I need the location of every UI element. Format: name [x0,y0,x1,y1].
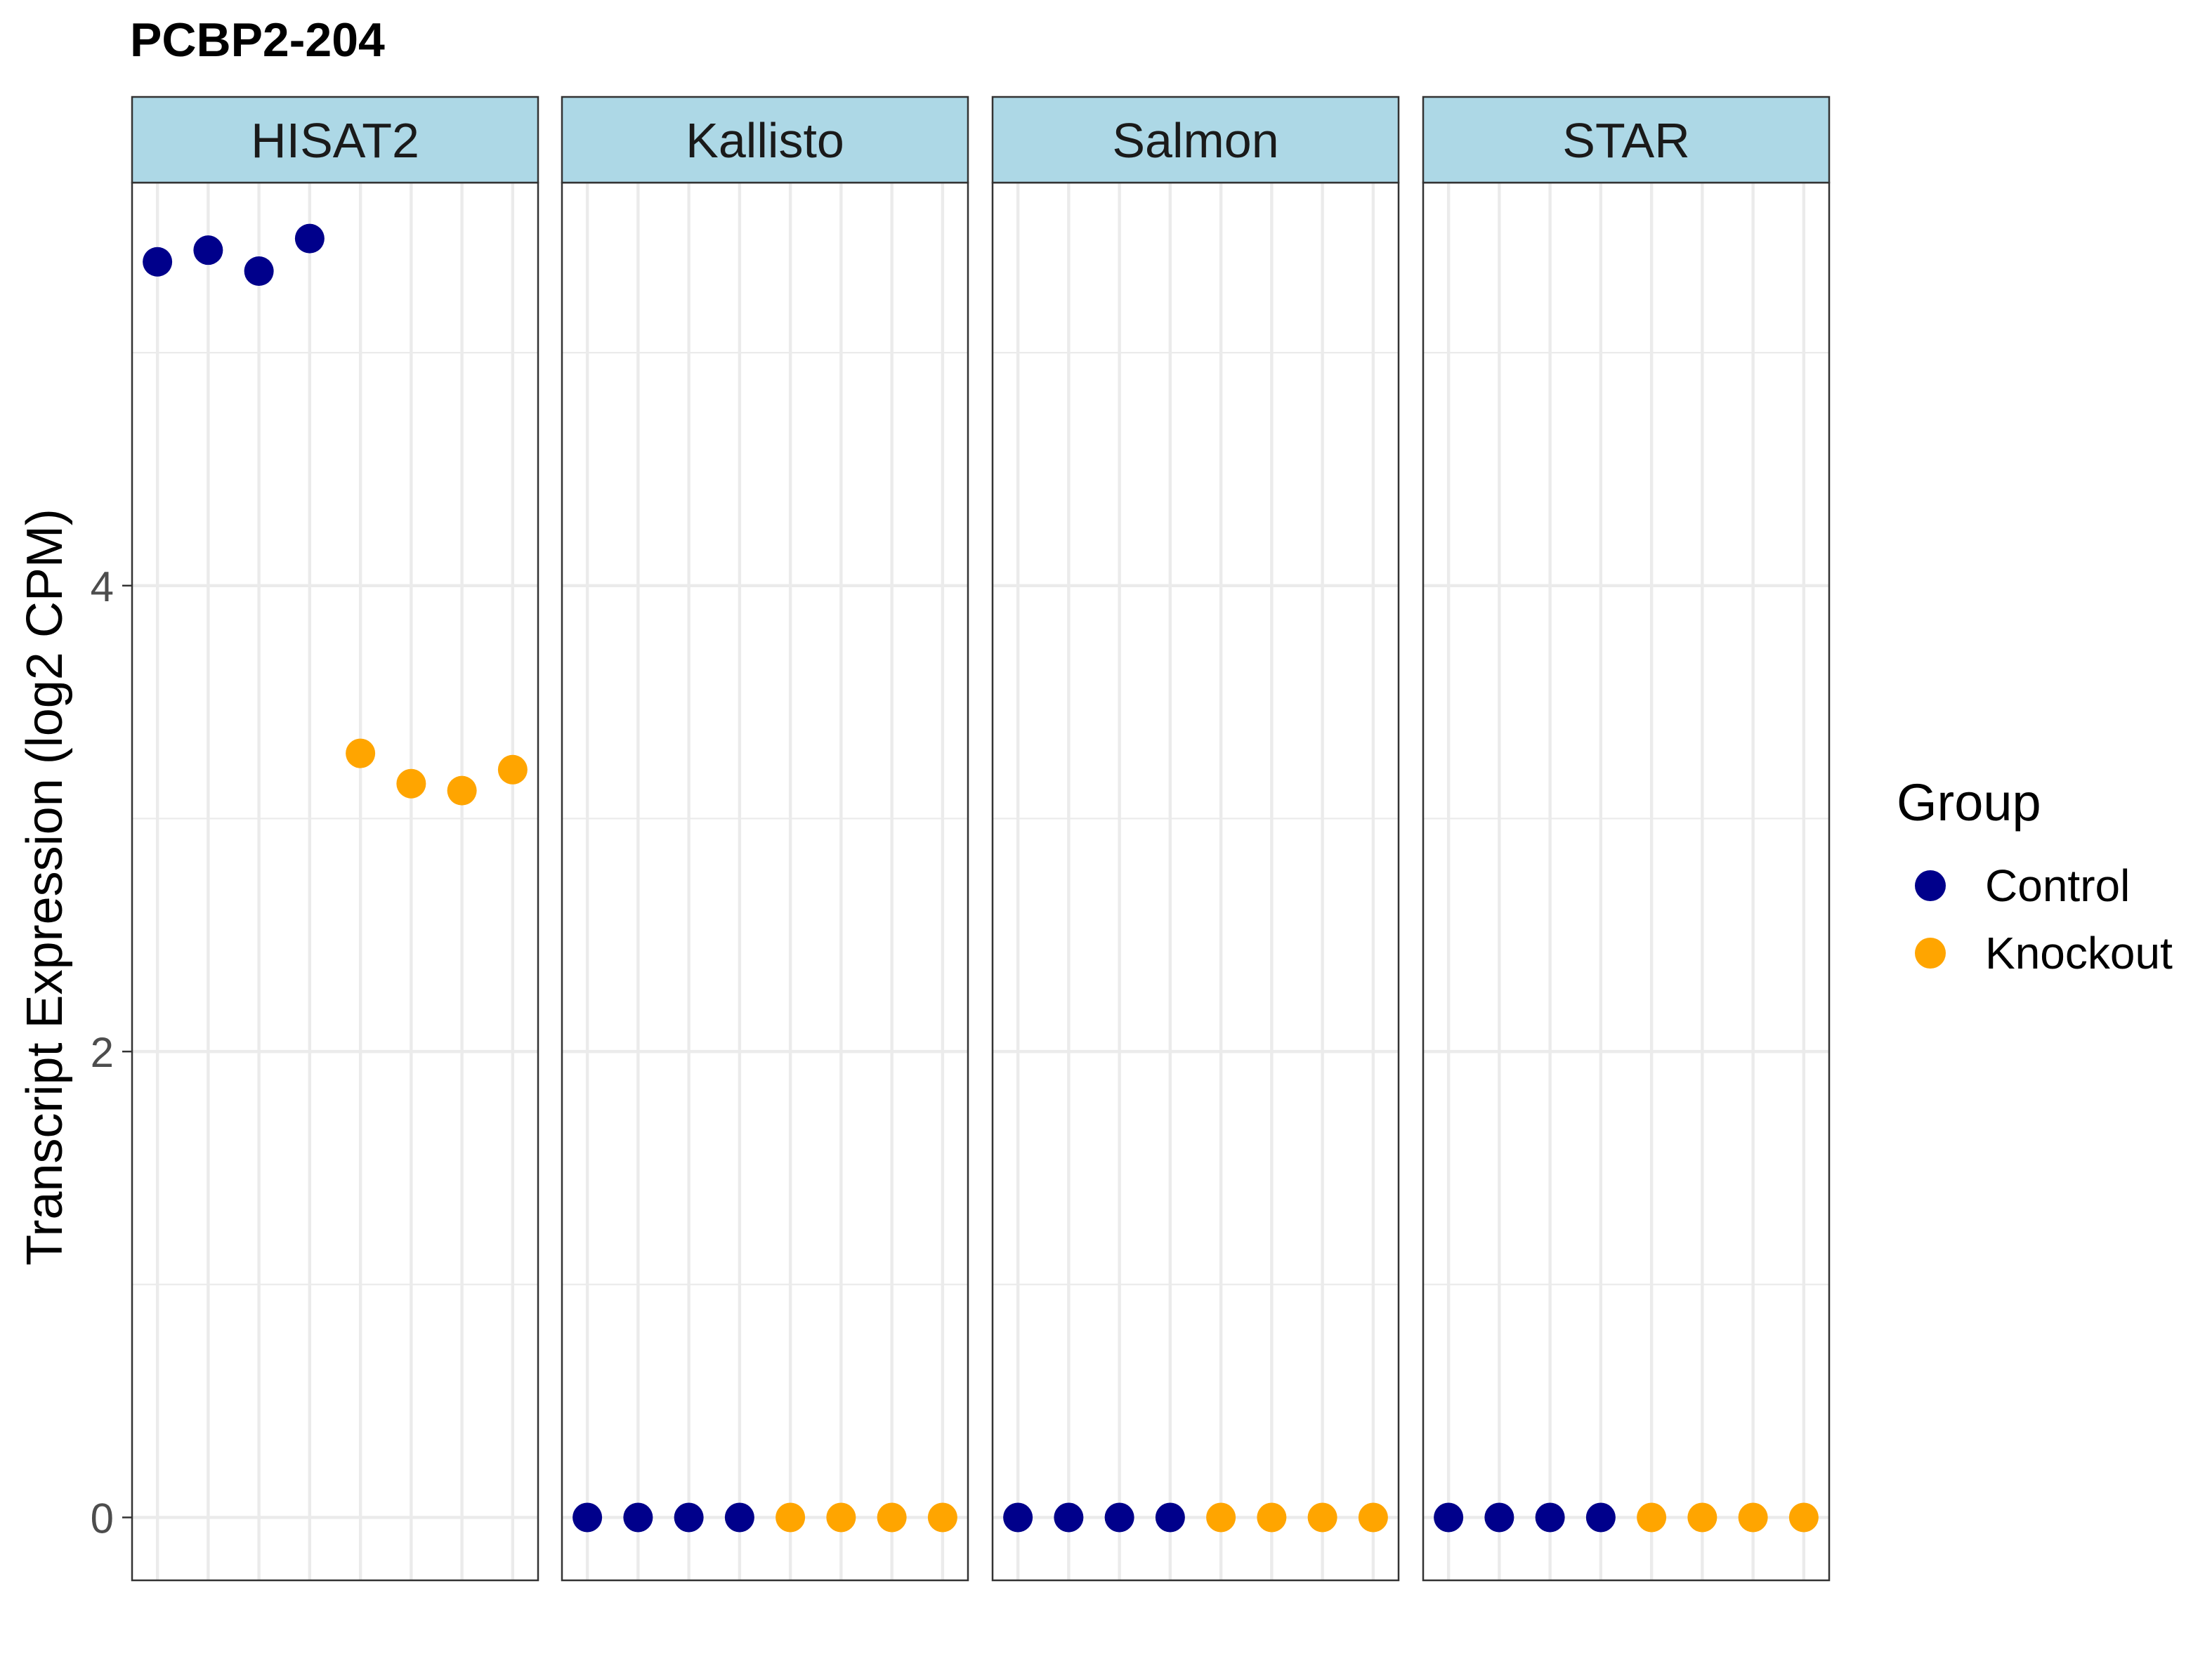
strip-kallisto [561,96,969,184]
point-knockout [447,775,477,806]
point-knockout [1257,1502,1287,1533]
point-control [1434,1502,1464,1533]
panel-background-salmon [993,183,1399,1580]
point-control [1155,1502,1185,1533]
point-control [244,256,274,287]
strip-salmon [991,96,1400,184]
point-knockout [346,738,376,768]
point-control [1535,1502,1565,1533]
strip-label-hisat2: HISAT2 [251,113,419,168]
point-control [674,1502,704,1533]
legend-key-control [1915,870,1946,901]
y-tick-label: 0 [91,1495,114,1542]
panel-background-hisat2 [132,183,538,1580]
point-knockout [775,1502,806,1533]
point-knockout [1687,1502,1717,1533]
legend-item-knockout: Knockout [1897,919,2173,987]
point-control [143,247,173,277]
strip-label-salmon: Salmon [1112,113,1278,168]
strip-hisat2 [131,96,539,184]
point-knockout [826,1502,856,1533]
point-control [724,1502,754,1533]
y-tick-label: 4 [91,563,114,610]
point-control [1585,1502,1616,1533]
point-knockout [1307,1502,1337,1533]
plot-title: PCBP2-204 [130,13,385,67]
legend-item-control: Control [1897,852,2173,919]
legend-key-knockout [1915,938,1946,969]
point-knockout [1637,1502,1667,1533]
point-control [1003,1502,1033,1533]
legend-title: Group [1897,773,2041,832]
point-knockout [1358,1502,1388,1533]
strip-star [1422,96,1831,184]
point-control [1054,1502,1084,1533]
point-control [1484,1502,1514,1533]
point-knockout [497,754,528,785]
point-knockout [877,1502,907,1533]
legend-label-knockout: Knockout [1985,928,2173,978]
legend: Group Control Knockout [1897,773,2173,987]
point-control [193,235,223,265]
point-knockout [1206,1502,1236,1533]
panel-background-star [1423,183,1829,1580]
y-tick-label: 2 [91,1029,114,1076]
point-knockout [927,1502,957,1533]
legend-label-control: Control [1985,860,2131,911]
point-control [623,1502,653,1533]
point-knockout [1788,1502,1819,1533]
point-knockout [396,768,426,799]
point-control [572,1502,603,1533]
panel-background-kallisto [562,183,968,1580]
strip-label-kallisto: Kallisto [686,113,844,168]
point-knockout [1738,1502,1768,1533]
strip-label-star: STAR [1562,113,1690,168]
point-control [1104,1502,1134,1533]
point-control [294,223,325,254]
